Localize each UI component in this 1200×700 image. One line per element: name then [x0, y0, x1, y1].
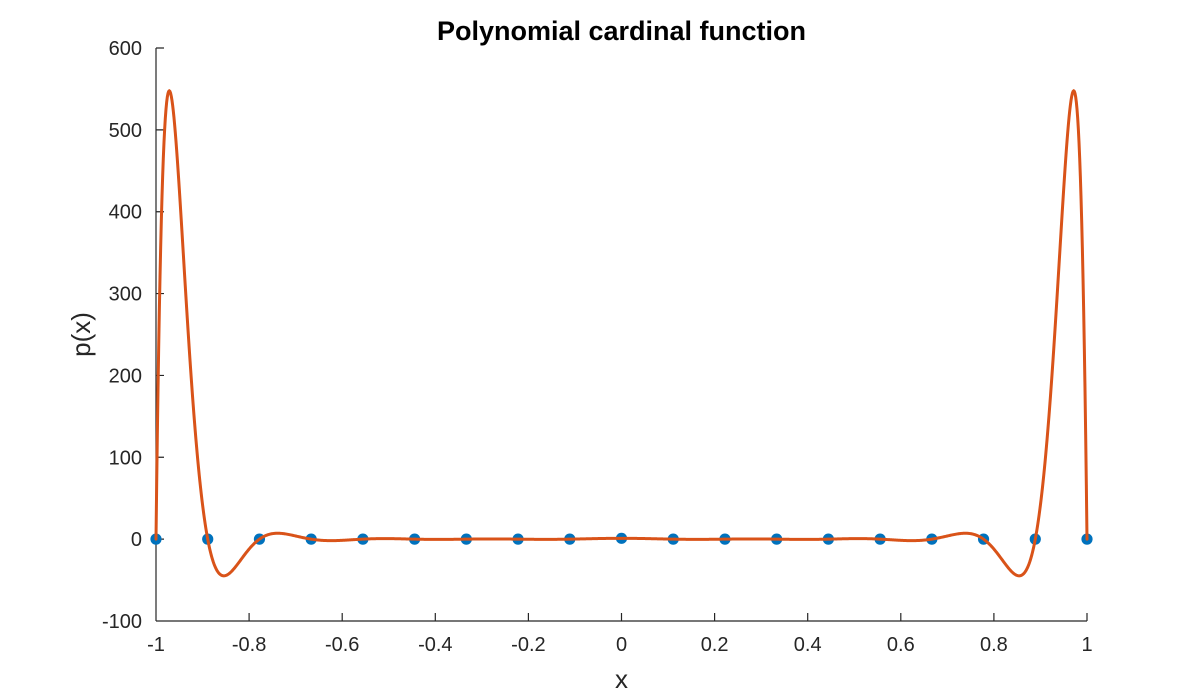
x-tick-label: 0.4 — [794, 634, 822, 656]
x-tick-label: 0.8 — [980, 634, 1008, 656]
x-tick-label: 0 — [616, 634, 627, 656]
y-tick-label: 600 — [109, 38, 142, 60]
x-tick-label: 1 — [1081, 634, 1092, 656]
y-axis-label: p(x) — [66, 312, 96, 357]
x-tick-label: 0.2 — [701, 634, 729, 656]
node-markers — [150, 532, 1093, 545]
x-tick-label: -0.6 — [325, 634, 359, 656]
y-tick-label: 0 — [131, 529, 142, 551]
chart-title: Polynomial cardinal function — [437, 16, 806, 46]
chart-text: Polynomial cardinal function x p(x) — [66, 16, 806, 694]
x-tick-label: 0.6 — [887, 634, 915, 656]
x-tick-label: -0.2 — [511, 634, 545, 656]
y-tick-label: 300 — [109, 284, 142, 306]
y-tick-label: 500 — [109, 120, 142, 142]
y-tick-label: 400 — [109, 202, 142, 224]
x-axis-label: x — [615, 664, 628, 694]
tick-labels: -1 -0.8 -0.6 -0.4 -0.2 0 0.2 0.4 0.6 0.8 1 -100 0 100… — [102, 38, 1093, 656]
x-tick-label: -0.8 — [232, 634, 266, 656]
y-tick-label: 100 — [109, 447, 142, 469]
cardinal-curve — [154, 89, 1089, 578]
y-tick-label: 200 — [109, 365, 142, 387]
y-tick-label: -100 — [102, 611, 142, 633]
polynomial-curve-path — [154, 89, 1089, 578]
x-tick-label: -1 — [147, 634, 165, 656]
x-tick-label: -0.4 — [418, 634, 452, 656]
